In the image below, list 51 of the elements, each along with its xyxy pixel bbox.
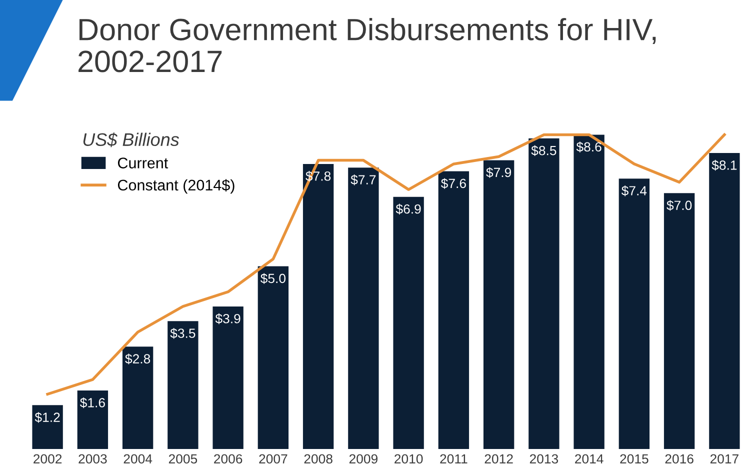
data-label: $7.4: [621, 186, 647, 196]
x-tick-label: 2010: [394, 454, 423, 464]
bar: [168, 321, 198, 449]
x-tick-label: 2004: [124, 454, 152, 464]
legend-label: Current: [118, 158, 168, 168]
x-tick-label: 2008: [304, 454, 332, 464]
data-label: $8.1: [712, 160, 737, 171]
bar: [122, 346, 154, 449]
data-label: $1.6: [80, 397, 105, 408]
data-label: $7.6: [440, 178, 466, 189]
x-tick-label: 2005: [168, 454, 198, 464]
data-label: $7.7: [350, 174, 376, 186]
legend-label: Constant (2014$): [118, 179, 234, 194]
x-tick-label: 2009: [349, 454, 378, 464]
data-label: $7.0: [666, 200, 692, 211]
bar: [32, 405, 63, 449]
x-tick-label: 2003: [78, 454, 107, 464]
chart-title: Donor Government Disbursements for HIV, 2002-2017: [78, 18, 656, 72]
bar: [212, 306, 244, 449]
data-label: $8.6: [576, 142, 602, 152]
bar: [709, 152, 740, 449]
bar: [528, 138, 560, 449]
x-tick-label: 2011: [440, 454, 468, 464]
data-label: $5.0: [260, 273, 286, 284]
x-tick-label: 2006: [214, 454, 242, 464]
data-label: $6.9: [396, 204, 421, 214]
x-tick-label: 2002: [34, 454, 62, 464]
x-tick-label: 2007: [259, 454, 288, 464]
bar: [302, 164, 334, 449]
bar: [393, 196, 424, 449]
bar: [77, 390, 108, 449]
data-label: $8.5: [531, 145, 556, 156]
x-tick-label: 2015: [620, 454, 648, 464]
data-label: $2.8: [125, 354, 150, 364]
bar: [618, 178, 650, 449]
data-label: $1.2: [34, 412, 60, 423]
x-tick-label: 2017: [710, 454, 738, 464]
data-label: $7.9: [486, 167, 512, 178]
x-tick-label: 2014: [575, 454, 604, 464]
bar: [438, 171, 470, 449]
bar: [483, 160, 514, 449]
data-label: $3.5: [170, 328, 196, 339]
bar: [664, 193, 695, 449]
legend-title: US$ Billions: [83, 132, 180, 148]
bar: [574, 134, 604, 449]
x-tick-label: 2013: [530, 454, 558, 464]
data-label: $3.9: [215, 313, 240, 324]
x-tick-label: 2012: [484, 454, 513, 464]
bar: [258, 266, 289, 449]
x-tick-label: 2016: [665, 454, 694, 464]
bar: [348, 168, 379, 449]
